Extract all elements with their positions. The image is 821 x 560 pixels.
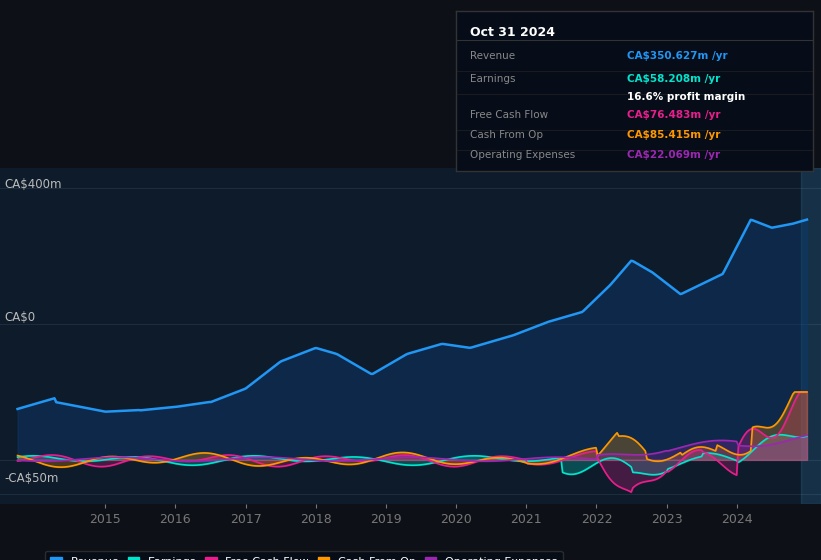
Text: CA$22.069m /yr: CA$22.069m /yr xyxy=(627,150,720,160)
Text: Operating Expenses: Operating Expenses xyxy=(470,150,576,160)
Text: CA$76.483m /yr: CA$76.483m /yr xyxy=(627,110,721,120)
Text: Oct 31 2024: Oct 31 2024 xyxy=(470,26,555,39)
Legend: Revenue, Earnings, Free Cash Flow, Cash From Op, Operating Expenses: Revenue, Earnings, Free Cash Flow, Cash … xyxy=(45,551,562,560)
Text: Cash From Op: Cash From Op xyxy=(470,130,543,140)
Text: CA$85.415m /yr: CA$85.415m /yr xyxy=(627,130,721,140)
Bar xyxy=(801,168,821,504)
Text: Free Cash Flow: Free Cash Flow xyxy=(470,110,548,120)
Text: CA$400m: CA$400m xyxy=(4,178,62,191)
Text: CA$350.627m /yr: CA$350.627m /yr xyxy=(627,51,727,61)
Text: Revenue: Revenue xyxy=(470,51,515,61)
Text: CA$58.208m /yr: CA$58.208m /yr xyxy=(627,74,720,84)
Text: 16.6% profit margin: 16.6% profit margin xyxy=(627,92,745,102)
Text: -CA$50m: -CA$50m xyxy=(4,472,58,486)
Text: CA$0: CA$0 xyxy=(4,311,35,324)
Text: Earnings: Earnings xyxy=(470,74,516,84)
